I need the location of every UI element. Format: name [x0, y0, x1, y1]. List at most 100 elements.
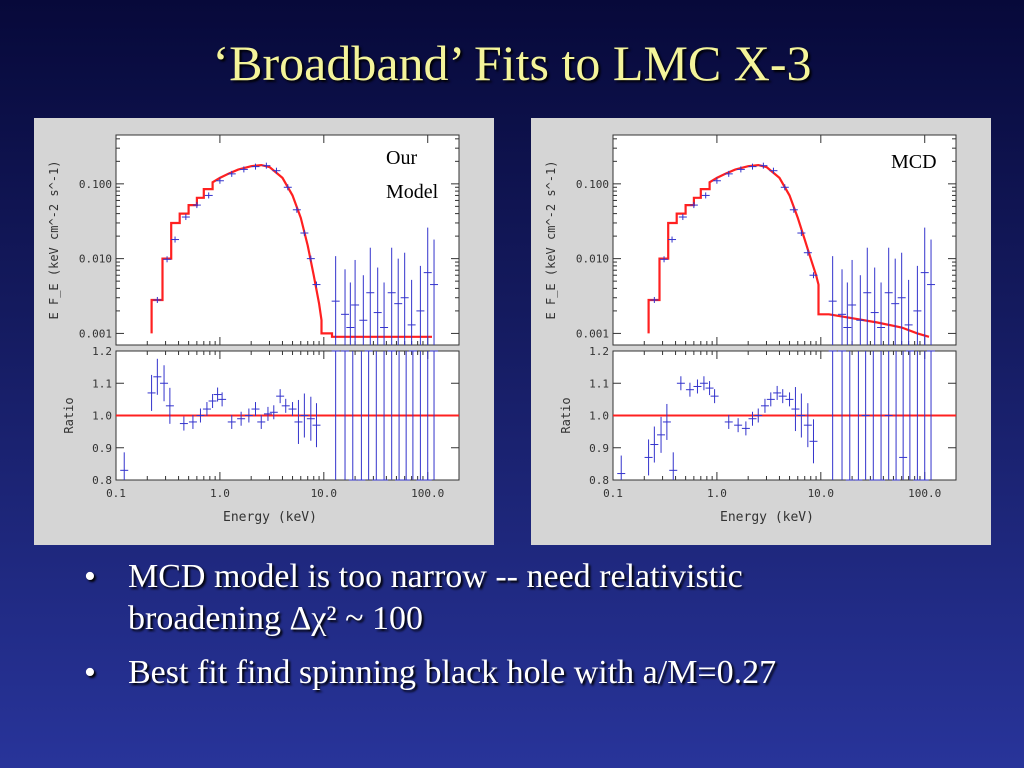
- spectrum-data-point: [430, 239, 439, 345]
- spectrum-data-point: [701, 192, 710, 199]
- bullet-text-line2: broadening Δχ² ~ 100: [128, 600, 423, 637]
- ratio-data-point: [644, 439, 653, 476]
- ratio-data-point: [748, 411, 757, 426]
- spectrum-model-line: [150, 163, 432, 338]
- ratio-data-point: [791, 387, 800, 432]
- xtick-label: 1.0: [707, 487, 727, 500]
- ratio-data-point: [294, 399, 303, 444]
- ratio-ytick-label: 1.1: [92, 377, 112, 390]
- model-label-line1: Our: [386, 147, 417, 169]
- spectrum-data-point: [359, 275, 368, 345]
- ratio-ytick-label: 1.0: [589, 410, 609, 423]
- ratio-data-point: [899, 351, 908, 480]
- spectrum-data-point: [689, 202, 698, 209]
- chart-mcd: 0.001 0.010 0.100 0.1 1.0 10.0 100.0 0.8 0.9 1.0 1…: [544, 134, 957, 525]
- spectrum-data-point: [913, 265, 922, 345]
- spectrum-data-point: [843, 282, 852, 345]
- ratio-data-point: [884, 351, 893, 480]
- ratio-data-point: [300, 393, 309, 438]
- ratio-data-point: [778, 389, 787, 404]
- ratio-data-point: [341, 350, 350, 480]
- spectrum-ytick-label: 0.001: [576, 327, 609, 340]
- xtick-label: 1.0: [210, 487, 230, 500]
- ratio-data-point: [657, 416, 666, 453]
- ratio-data-point: [676, 376, 685, 391]
- ratio-data-point: [312, 403, 321, 448]
- ratio-data-point: [288, 402, 297, 417]
- model-label-line2: Model: [386, 181, 439, 203]
- spectrum-data-point: [927, 239, 936, 345]
- ratio-data-point: [160, 365, 169, 402]
- bullet-dot: •: [84, 558, 96, 595]
- ratio-data-point: [202, 402, 211, 417]
- spectrum-data-point: [300, 230, 309, 237]
- spectrum-data-point: [797, 230, 806, 237]
- ratio-data-point: [892, 351, 901, 481]
- spectrum-data-point: [400, 252, 409, 345]
- spectrum-data-point: [789, 206, 798, 213]
- ratio-data-point: [710, 389, 719, 404]
- ratio-ytick-label: 0.8: [92, 474, 112, 487]
- spectrum-data-point: [803, 249, 812, 256]
- spectrum-data-point: [215, 177, 224, 184]
- spectrum-y-axis-label: E F_E (keV cm^-2 s^-1): [544, 161, 558, 320]
- ratio-data-point: [766, 392, 775, 407]
- spectrum-data-point: [838, 269, 847, 345]
- ratio-data-point: [927, 350, 936, 480]
- ratio-data-point: [760, 398, 769, 413]
- bullet-item: • MCD model is too narrow -- need relati…: [84, 556, 984, 640]
- spectrum-data-point: [292, 206, 301, 213]
- ratio-data-point: [244, 408, 253, 423]
- spectrum-data-point: [416, 265, 425, 345]
- ratio-data-point: [877, 351, 886, 481]
- spectrum-data-point: [239, 166, 248, 173]
- spectrum-data-point: [759, 162, 768, 169]
- spectrum-data-point: [380, 282, 389, 345]
- ratio-data-point: [276, 389, 285, 404]
- spectrum-data-point: [181, 214, 190, 221]
- bullet-text-line1: Best fit find spinning black hole with a…: [128, 654, 777, 691]
- x-axis-label: Energy (keV): [223, 510, 317, 525]
- ratio-data-point: [423, 351, 432, 481]
- spectrum-data-point: [251, 163, 260, 170]
- spectrum-data-point: [712, 177, 721, 184]
- ratio-data-point: [402, 351, 411, 481]
- ratio-data-point: [845, 351, 854, 481]
- spectrum-data-point: [891, 258, 900, 345]
- chart-our-model: 0.001 0.010 0.100 0.1 1.0 10.0 100.0 0.8 0.9 1.0 1…: [47, 134, 460, 525]
- spectrum-data-point: [394, 258, 403, 345]
- ratio-data-point: [705, 381, 714, 396]
- spectrum-data-point: [650, 296, 659, 303]
- spectrum-data-point: [848, 259, 857, 345]
- xtick-label: 100.0: [411, 487, 444, 500]
- ratio-data-point: [188, 414, 197, 429]
- ratio-data-point: [797, 393, 806, 438]
- spectrum-y-axis-label: E F_E (keV cm^-2 s^-1): [47, 161, 61, 320]
- ratio-data-point: [803, 403, 812, 448]
- spectrum-data-point: [809, 272, 818, 279]
- chart-panel-mcd: 0.001 0.010 0.100 0.1 1.0 10.0 100.0 0.8 0.9 1.0 1…: [531, 118, 991, 545]
- spectrum-data-point: [920, 227, 929, 345]
- xtick-label: 100.0: [908, 487, 941, 500]
- ratio-data-point: [218, 392, 227, 407]
- bullet-list: • MCD model is too narrow -- need relati…: [84, 556, 984, 706]
- ratio-data-point: [734, 418, 743, 433]
- ratio-data-point: [372, 351, 381, 481]
- spectrum-data-point: [204, 192, 213, 199]
- ratio-data-point: [724, 414, 733, 429]
- ratio-data-point: [165, 387, 174, 424]
- ratio-data-point: [905, 350, 914, 480]
- spectrum-data-point: [780, 184, 789, 191]
- spectrum-data-point: [423, 227, 432, 345]
- spectrum-data-point: [897, 252, 906, 345]
- spectrum-data-point: [262, 162, 271, 169]
- ratio-ytick-label: 1.1: [589, 377, 609, 390]
- ratio-data-point: [208, 393, 217, 408]
- spectrum-data-point: [312, 281, 321, 288]
- ratio-data-point: [854, 351, 863, 481]
- spectrum-data-point: [163, 256, 172, 263]
- ratio-data-point: [257, 414, 266, 429]
- spectrum-data-point: [366, 247, 375, 345]
- spectrum-data-point: [153, 296, 162, 303]
- xtick-label: 0.1: [603, 487, 623, 500]
